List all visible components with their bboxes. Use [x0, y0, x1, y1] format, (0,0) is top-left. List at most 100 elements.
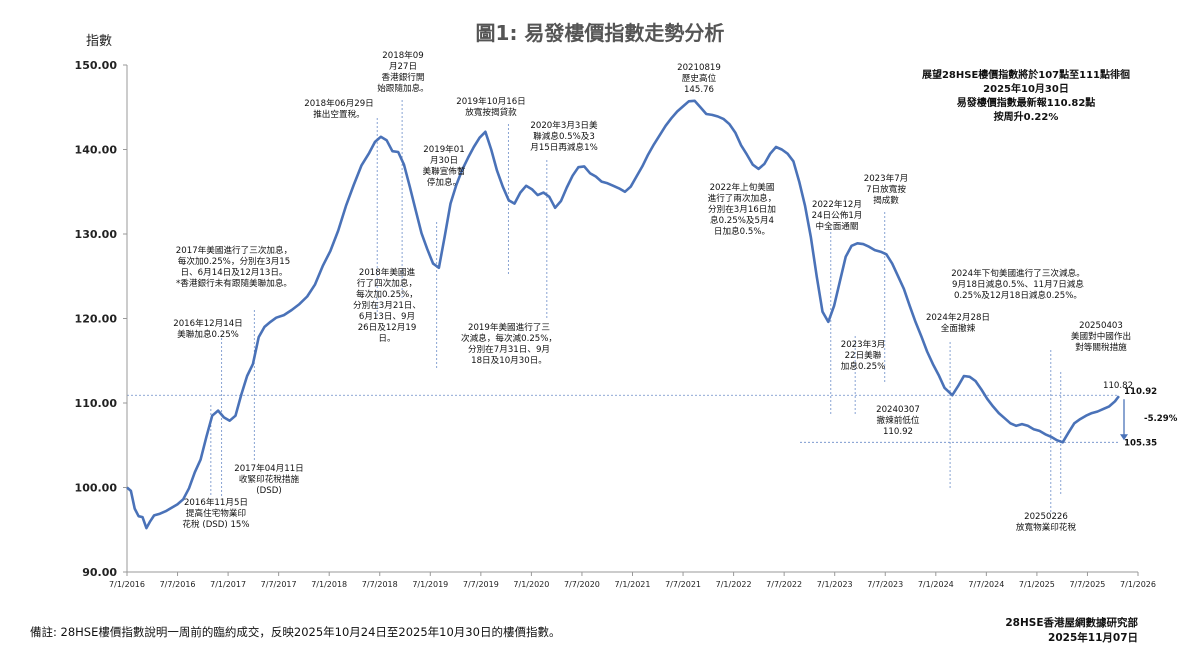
- x-tick-label: 7/1/2023: [817, 580, 853, 589]
- summary-line: 按周升0.22%: [994, 110, 1059, 123]
- annotation-line: 2019年美國進行了三: [468, 321, 550, 333]
- annotation-line: 2023年7月: [864, 172, 909, 184]
- y-tick-label: 130.00: [75, 228, 118, 241]
- annotation-line: 2019年10月16日: [456, 95, 526, 107]
- summary-line: 2025年10月30日: [983, 82, 1069, 95]
- annotation-line: 2018年美國進: [359, 266, 416, 278]
- annotation-a2017fed: 2017年美國進行了三次加息，每次加0.25%，分別在3月15 日、6月14日及1…: [176, 244, 292, 289]
- annotation-line: 24日公佈1月: [812, 209, 863, 221]
- footer-date: 2025年11月07日: [1048, 631, 1138, 644]
- annotation-line: 2016年11月5日: [184, 496, 248, 508]
- summary-line: 易發樓價指數最新報110.82點: [957, 96, 1096, 109]
- annotation-line: 息0.25%及5月4: [710, 214, 774, 226]
- annotation-line: 香港銀行開: [382, 71, 425, 83]
- annotation-line: 2024年2月28日: [926, 311, 990, 323]
- annotation-line: 日加息0.5%。: [714, 225, 770, 237]
- annotation-line: 花稅 (DSD) 15%: [182, 518, 249, 530]
- annotation-a2024mar: 20240307 撤辣前低位 110.92: [876, 405, 920, 437]
- annotation-line: 進行了兩次加息，: [708, 192, 777, 204]
- annotation-a2016nov: 2016年11月5日提高住宅物業印花稅 (DSD) 15%: [182, 496, 249, 530]
- annotation-line: 2018年06月29日: [304, 97, 374, 109]
- annotation-line: 20250226: [1024, 512, 1068, 522]
- annotation-a2019fed: 2019年美國進行了三次減息，每次減0.25%，分別在7月31日、9月 18日及1…: [461, 321, 557, 366]
- footer-note: 備註: 28HSE樓價指數說明一周前的臨約成交，反映2025年10月24日至20…: [30, 625, 560, 639]
- y-tick-label: 150.00: [75, 59, 118, 72]
- annotation-line: 中全面通關: [816, 220, 859, 232]
- annotation-line: 全面撤辣: [941, 322, 976, 334]
- annotation-a2024feb: 2024年2月28日全面撤辣: [926, 311, 990, 334]
- y-tick-label: 90.00: [82, 566, 117, 579]
- annotation-line: 145.76: [684, 85, 714, 95]
- annotation-line: 20210819: [677, 63, 721, 73]
- annotation-line: 110.92: [883, 427, 913, 437]
- x-tick-label: 7/1/2020: [513, 580, 549, 589]
- x-tick-label: 7/1/2019: [412, 580, 448, 589]
- annotation-line: 收緊印花稅措施: [239, 473, 300, 485]
- annotation-line: 聯減息0.5%及3: [533, 130, 595, 142]
- annotation-line: 分別在7月31日、9月: [468, 343, 550, 355]
- annotation-a2020mar: 2020年3月3日美聯減息0.5%及3 月15日再減息1%: [530, 119, 598, 153]
- annotation-line: 每次加0.25%，: [356, 288, 418, 300]
- annotation-a2023jul: 2023年7月 7日放寬按揭成數: [864, 172, 909, 206]
- annotation-line: 2017年美國進行了三次加息，: [176, 244, 292, 256]
- x-tick-label: 7/7/2019: [463, 580, 499, 589]
- annotation-line: 美聯宣佈暫: [423, 165, 466, 177]
- x-tick-label: 7/7/2021: [665, 580, 701, 589]
- annotation-a2022dec: 2022年12月 24日公佈1月中全面通關: [812, 198, 863, 232]
- x-tick-label: 7/7/2016: [160, 580, 196, 589]
- annotation-line: *香港銀行未有跟隨美聯加息。: [176, 277, 292, 289]
- x-tick-label: 7/1/2017: [210, 580, 246, 589]
- annotation-line: 月27日: [389, 61, 417, 72]
- annotation-a2025feb: 20250226 放寬物業印花稅: [1016, 512, 1077, 533]
- annotation-line: 分別在3月21日、: [353, 299, 421, 311]
- annotation-line: 放寬物業印花稅: [1016, 521, 1077, 533]
- annotation-a2018jun: 2018年06月29日推出空置稅。: [304, 97, 374, 120]
- x-tick-label: 7/7/2024: [968, 580, 1004, 589]
- annotation-line: 美聯加息0.25%: [177, 328, 239, 340]
- annotation-line: 美國對中國作出: [1071, 330, 1131, 342]
- x-tick-label: 7/7/2020: [564, 580, 600, 589]
- x-tick-label: 7/7/2022: [766, 580, 802, 589]
- annotation-line: 月30日: [430, 155, 458, 166]
- annotation-a2019jan: 2019年01 月30日美聯宣佈暫停加息。: [423, 143, 466, 188]
- annotation-a2016dec: 2016年12月14日美聯加息0.25%: [173, 317, 243, 340]
- annotation-line: 月15日再減息1%: [530, 141, 598, 153]
- index-line: [126, 99, 1120, 530]
- x-tick-label: 7/1/2024: [918, 580, 954, 589]
- annotation-line: 26日及12月19: [358, 322, 417, 333]
- annotation-line: 對等關稅措施: [1075, 341, 1127, 353]
- annotation-line: 揭成數: [873, 194, 899, 206]
- annotation-line: 6月13日、9月: [359, 311, 415, 322]
- annotation-a2018sep: 2018年09 月27日香港銀行開始跟隨加息。: [377, 49, 429, 94]
- y-tick-label: 120.00: [75, 313, 118, 326]
- x-tick-label: 7/7/2023: [867, 580, 903, 589]
- x-tick-label: 7/1/2026: [1120, 580, 1156, 589]
- x-tick-label: 7/1/2016: [109, 580, 145, 589]
- annotation-line: 2023年3月: [841, 338, 886, 350]
- annotation-line: 撤辣前低位: [877, 414, 920, 426]
- annotation-line: 次減息，每次減0.25%，: [461, 332, 557, 344]
- change-arrowhead: [1120, 434, 1128, 441]
- annotation-line: 加息0.25%: [841, 360, 886, 372]
- latest-value-label: 110.82: [1103, 381, 1133, 391]
- annotation-a2019oct: 2019年10月16日放寬按揭貸款: [456, 95, 526, 118]
- annotation-line: 22日美聯: [845, 349, 882, 361]
- summary-box: 展望28HSE樓價指數將於107點至111點徘徊 2025年10月30日易發樓價指…: [922, 68, 1130, 123]
- annotation-a2024fed: 2024年下旬美國進行了三次減息。 9月18日減息0.5%、11月7日減息 0.25…: [951, 267, 1085, 301]
- annotation-a2021peak: 20210819 歷史高位 145.76: [677, 63, 721, 95]
- annotation-line: 20240307: [876, 405, 920, 415]
- x-tick-label: 7/1/2018: [311, 580, 347, 589]
- annotation-a2022fed: 2022年上旬美國進行了兩次加息，分別在3月16日加息0.25%及5月4 日加息0…: [708, 181, 777, 237]
- reference-label-high: 110.92: [1124, 387, 1157, 397]
- annotation-line: 2019年01: [423, 143, 464, 155]
- footer-org: 28HSE香港屋網數據研究部: [1005, 616, 1138, 629]
- annotation-line: 行了四次加息，: [357, 277, 417, 289]
- annotation-line: 2020年3月3日美: [530, 119, 598, 131]
- y-tick-label: 100.00: [75, 482, 118, 495]
- annotation-line: 日。: [378, 333, 395, 344]
- annotation-line: (DSD): [256, 486, 281, 496]
- annotation-a2025apr: 20250403 美國對中國作出對等關稅措施: [1071, 321, 1131, 353]
- annotation-a2017apr: 2017年04月11日收緊印花稅措施(DSD): [234, 462, 304, 496]
- annotation-line: 2022年12月: [812, 198, 862, 210]
